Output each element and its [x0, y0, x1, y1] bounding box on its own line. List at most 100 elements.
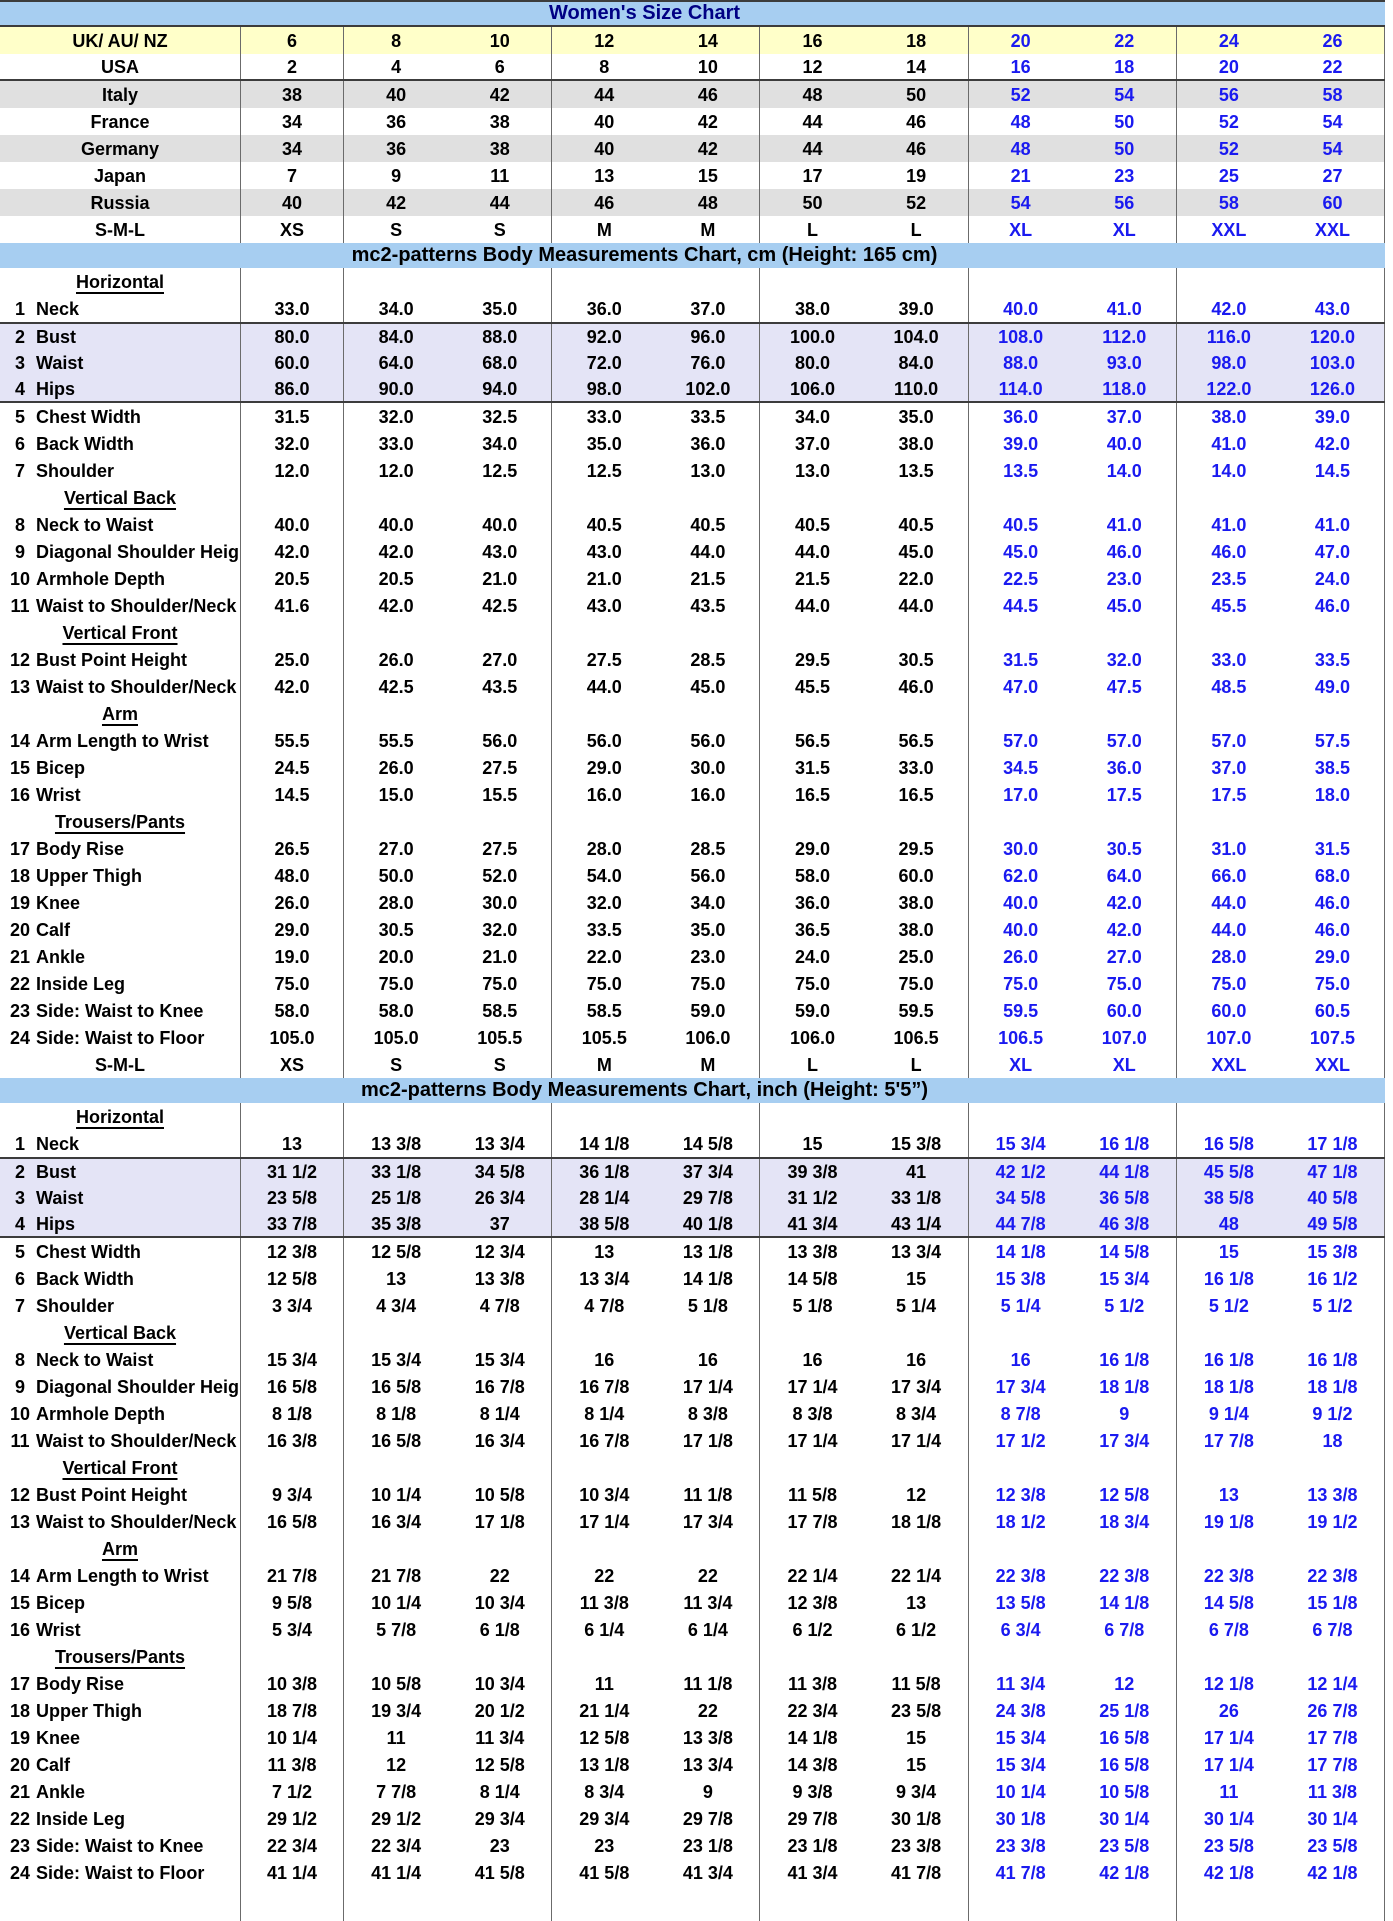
value-cell	[656, 1319, 761, 1346]
inch-chart-header: mc2-patterns Body Measurements Chart, in…	[360, 1079, 929, 1101]
value-cell: 114.0	[998, 378, 1043, 399]
value-cell	[552, 268, 656, 295]
value-cell: 27.0	[448, 646, 553, 673]
value-cell: 33 1/8	[371, 1161, 422, 1182]
value-cell	[344, 1643, 448, 1670]
value-cell	[448, 619, 553, 646]
value-cell: 21 1/4	[579, 1700, 630, 1721]
value-cell: 22 3/4	[371, 1835, 422, 1856]
value-cell	[448, 700, 553, 727]
value-cell: 14.0	[1073, 457, 1177, 484]
table-row: 8 Neck to Waist 15 3/4 15 3/4 15 3/4 16 16 16 16…	[0, 1346, 1385, 1373]
value-cell: 14 5/8	[787, 1268, 838, 1289]
value-cell: 29.0	[794, 838, 831, 859]
value-cell: 29.0	[240, 916, 345, 943]
value-cell	[656, 808, 761, 835]
value-cell: 32.0	[1073, 646, 1177, 673]
value-cell: 14.5	[240, 781, 345, 808]
value-cell: 22	[656, 1562, 761, 1589]
value-cell: 44	[448, 189, 553, 216]
value-cell: 16 1/8	[1073, 1130, 1177, 1157]
value-cell: 13	[386, 1268, 407, 1289]
value-cell	[760, 808, 864, 835]
value-cell: 15	[865, 1265, 969, 1292]
value-cell: 16 1/8	[1203, 1268, 1254, 1289]
value-cell	[344, 1319, 448, 1346]
section-row: Arm	[0, 700, 1385, 727]
value-cell: 40.5	[656, 511, 761, 538]
value-cell: 44	[594, 84, 615, 105]
value-cell: 110.0	[865, 376, 969, 401]
value-cell	[1281, 619, 1385, 646]
table-row: Italy 38 40 42 44 46 48 50 52 54 56 58	[0, 81, 1385, 108]
value-cell: 30 1/8	[865, 1805, 969, 1832]
value-cell: 75.0	[1003, 973, 1039, 994]
table-row: 13 Waist to Shoulder/Neck 42.0 42.5 43.5 44.0…	[0, 673, 1385, 700]
value-cell	[865, 619, 969, 646]
table-row: Russia 40 42 44 46 48 50 52 54 56 58 60	[0, 189, 1385, 216]
value-cell: 16 5/8	[371, 1430, 422, 1451]
value-cell: 106.0	[789, 378, 836, 399]
value-cell: 31 1/2	[240, 1159, 345, 1184]
value-cell: 102.0	[656, 376, 761, 401]
tail-cell	[969, 1886, 1073, 1921]
value-cell: 14	[865, 54, 969, 79]
tail-label	[0, 1886, 240, 1921]
value-cell: 98.0	[1211, 352, 1247, 373]
table-row: 17 Body Rise 26.5 27.0 27.5 28.0 28.5 29.0 29.5 3…	[0, 835, 1385, 862]
value-cell: S	[448, 1051, 553, 1078]
value-cell: 50	[865, 81, 969, 108]
value-cell: 16 5/8	[240, 1373, 345, 1400]
value-cell: 11 5/8	[787, 1484, 838, 1505]
table-row: 4 Hips 86.0 90.0 94.0 98.0 102.0 106.0 110.0 114.…	[0, 376, 1385, 403]
value-cell	[865, 1103, 969, 1130]
value-cell: 41 7/8	[865, 1859, 969, 1886]
value-cell: 32.0	[378, 406, 414, 427]
value-cell	[1281, 268, 1385, 295]
value-cell: 84.0	[378, 326, 414, 347]
value-cell: 16 1/8	[1073, 1346, 1177, 1373]
row-label: 21 Ankle	[9, 1781, 86, 1802]
value-cell: 68.0	[1281, 862, 1385, 889]
value-cell: 20.5	[378, 568, 414, 589]
value-cell: 68.0	[448, 349, 553, 376]
table-row: 10 Armhole Depth 8 1/8 8 1/8 8 1/4 8 1/4 8 3/8…	[0, 1400, 1385, 1427]
row-label: 20 Calf	[9, 919, 71, 940]
value-cell: 34.5	[1003, 757, 1039, 778]
value-cell: 8 3/4	[584, 1781, 625, 1802]
table-row: 20 Calf 29.0 30.5 32.0 33.5 35.0 36.5 38.0 40.0 42…	[0, 916, 1385, 943]
value-cell: 24 3/8	[995, 1700, 1046, 1721]
value-cell: 24.0	[794, 946, 831, 967]
value-cell: 36.0	[1003, 406, 1039, 427]
value-cell: 15.5	[448, 781, 553, 808]
value-cell: 19.0	[240, 943, 345, 970]
value-cell: 13	[1218, 1484, 1239, 1505]
value-cell	[969, 808, 1073, 835]
table-row: 7 Shoulder 12.0 12.0 12.5 12.5 13.0 13.0 13.5 13.…	[0, 457, 1385, 484]
section-row: Vertical Front	[0, 619, 1385, 646]
value-cell: 19 3/4	[371, 1700, 422, 1721]
value-cell: 33.5	[656, 403, 761, 430]
value-cell: 42.0	[1211, 298, 1247, 319]
value-cell	[1177, 1643, 1281, 1670]
value-cell: 14 1/8	[995, 1241, 1046, 1262]
table-row: 7 Shoulder 3 3/4 4 3/4 4 7/8 4 7/8 5 1/8 5 1/8 5…	[0, 1292, 1385, 1319]
row-label: 2 Bust	[14, 1161, 76, 1182]
value-cell	[865, 1454, 969, 1481]
value-cell: 18	[865, 27, 969, 54]
value-cell: 106.0	[656, 1024, 761, 1051]
row-label: 9 Diagonal Shoulder Height	[14, 541, 240, 562]
value-cell: XXL	[1281, 1051, 1385, 1078]
value-cell: 40.0	[1073, 430, 1177, 457]
value-cell: 22	[448, 1562, 553, 1589]
value-cell: M	[596, 1054, 612, 1075]
value-cell: 13 3/4	[656, 1751, 761, 1778]
section-header: Vertical Back	[63, 1322, 177, 1343]
value-cell: 57.0	[1211, 730, 1247, 751]
value-cell: 20	[1010, 30, 1031, 51]
value-cell: L	[806, 1054, 818, 1075]
value-cell: 43.0	[1281, 295, 1385, 322]
value-cell: 37.0	[656, 295, 761, 322]
value-cell: 8 3/8	[656, 1400, 761, 1427]
value-cell: 6 1/2	[792, 1619, 833, 1640]
